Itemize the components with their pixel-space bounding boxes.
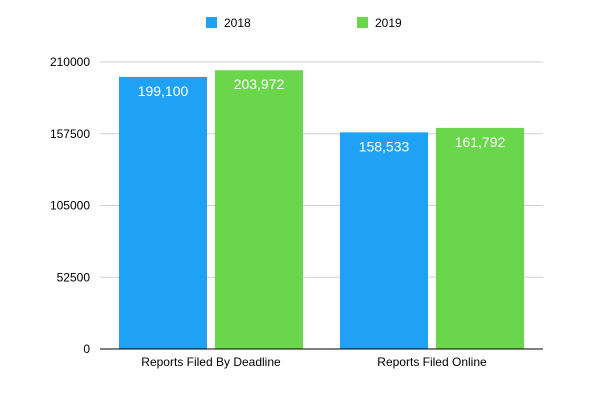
legend-swatch-2019 [357, 17, 368, 28]
y-tick-label: 0 [83, 342, 90, 356]
bar-2019-deadline [215, 70, 303, 349]
legend-label-2019: 2019 [375, 16, 402, 30]
x-tick-label: Reports Filed By Deadline [141, 355, 281, 369]
bar-2018-online [340, 132, 428, 349]
legend: 2018 2019 [206, 16, 402, 30]
data-label: 203,972 [234, 76, 285, 92]
y-tick-label: 52500 [57, 270, 91, 284]
bar-2018-deadline [119, 76, 207, 349]
y-tick-label: 210000 [50, 55, 90, 69]
bar-2019-online [436, 127, 524, 349]
data-label: 161,792 [455, 134, 506, 150]
data-label: 158,533 [359, 138, 410, 154]
data-label: 199,100 [138, 83, 189, 99]
x-tick-label: Reports Filed Online [377, 355, 487, 369]
y-tick-label: 105000 [50, 199, 90, 213]
bars: 199,100 203,972 158,533 161,792 [119, 70, 524, 349]
legend-label-2018: 2018 [224, 16, 251, 30]
y-tick-label: 157500 [50, 127, 90, 141]
legend-swatch-2018 [206, 17, 217, 28]
axes: 0 52500 105000 157500 210000 Reports Filed By… [50, 55, 543, 369]
